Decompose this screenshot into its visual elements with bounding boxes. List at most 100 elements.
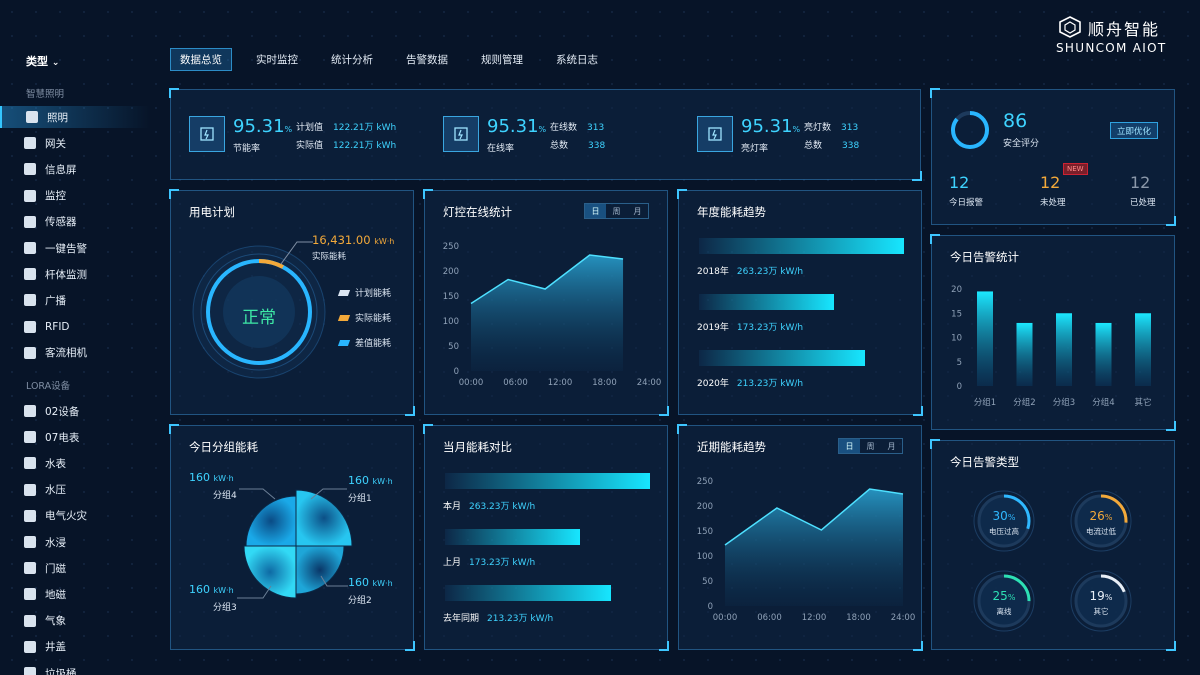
- tab[interactable]: 系统日志: [556, 54, 598, 66]
- period-week[interactable]: 周: [612, 206, 621, 216]
- kpi-value: 95.31%: [233, 116, 293, 137]
- h-bar: [445, 585, 611, 601]
- sidebar-item[interactable]: 水压: [0, 479, 150, 501]
- online-period-switch: 日 周 月: [584, 203, 649, 219]
- sidebar-item-label: 垃圾桶: [45, 667, 77, 675]
- sidebar-item-label: 监控: [45, 190, 66, 203]
- yearly-trend-title: 年度能耗趋势: [697, 205, 766, 219]
- tab[interactable]: 规则管理: [481, 54, 523, 66]
- y-tick-label: 50: [702, 577, 713, 587]
- logo-icon: [1059, 16, 1081, 38]
- period-month[interactable]: 月: [633, 206, 642, 216]
- optimize-button[interactable]: 立即优化: [1110, 122, 1158, 139]
- tab[interactable]: 统计分析: [331, 54, 373, 66]
- sidebar-item-label: RFID: [45, 320, 70, 333]
- yearly-trend-panel: 年度能耗趋势 2018年 263.23万 kW/h 2019年 173.23万 kW/…: [677, 189, 923, 416]
- bulb-bolt-icon: [697, 116, 733, 152]
- x-tick-label: 24:00: [637, 378, 662, 388]
- meter-icon: [24, 431, 36, 444]
- alarm-type-arc: [977, 574, 1031, 628]
- sidebar-item[interactable]: RFID: [0, 316, 150, 338]
- pie-label-value: 160 kW·h: [189, 583, 234, 596]
- alarm-stats-panel: 今日告警统计 0 5 10 15 20 分组1 分组2 分组3 分组4 其它: [930, 234, 1176, 431]
- camera-icon: [24, 189, 36, 202]
- sidebar-item[interactable]: 网关: [0, 132, 150, 154]
- alarm-type-ring: [1070, 570, 1132, 632]
- sidebar-item[interactable]: 照明: [0, 106, 150, 128]
- sidebar-item-label: 地磁: [45, 588, 66, 601]
- power-plan-gauge: [192, 245, 326, 379]
- area-fill: [471, 255, 624, 371]
- sidebar-item[interactable]: 地磁: [0, 583, 150, 605]
- door-icon: [24, 562, 36, 575]
- sidebar-item[interactable]: 监控: [0, 185, 150, 207]
- y-tick-label: 250: [697, 477, 713, 487]
- period-month[interactable]: 月: [887, 441, 896, 451]
- pole-icon: [24, 268, 36, 281]
- period-day[interactable]: 日: [839, 439, 860, 453]
- y-tick-label: 50: [448, 342, 459, 352]
- sidebar-item[interactable]: 传感器: [0, 211, 150, 233]
- tab[interactable]: 数据总览: [170, 48, 232, 71]
- alarm-bar: [1056, 313, 1072, 386]
- h-bar-label: 本月 263.23万 kW/h: [443, 502, 536, 512]
- x-tick-label: 分组1: [974, 397, 996, 408]
- manhole-icon: [24, 640, 36, 653]
- sidebar-item[interactable]: 客流相机: [0, 342, 150, 364]
- flood-icon: [24, 536, 36, 548]
- sidebar-item-label: 照明: [47, 111, 68, 124]
- sidebar-item[interactable]: 水浸: [0, 531, 150, 553]
- type-dropdown[interactable]: 类型 ⌄: [26, 53, 59, 69]
- speaker-icon: [24, 294, 36, 307]
- alarm-bar: [977, 291, 993, 386]
- alarm-icon: [24, 242, 36, 254]
- safety-score: 86: [1003, 110, 1028, 132]
- sidebar-item-label: 广播: [45, 294, 66, 307]
- sidebar-item[interactable]: 07电表: [0, 426, 150, 448]
- recent-trend-panel: 近期能耗趋势 日 周 月 0 50 100 150 200 250 00:00 06:00 12…: [677, 424, 923, 651]
- leader-line: [280, 241, 313, 265]
- x-tick-label: 其它: [1134, 397, 1151, 408]
- sidebar-item[interactable]: 杆体监测: [0, 263, 150, 285]
- alarm-types-title: 今日告警类型: [950, 455, 1019, 469]
- kpi-row: 计划值 122.21万 kWh: [296, 123, 397, 133]
- sidebar-item[interactable]: 广播: [0, 289, 150, 311]
- x-tick-label: 分组2: [1013, 397, 1035, 408]
- recent-trend-title: 近期能耗趋势: [697, 440, 766, 454]
- sidebar-item[interactable]: 垃圾桶: [0, 662, 150, 675]
- sidebar-item[interactable]: 门磁: [0, 557, 150, 579]
- period-week[interactable]: 周: [866, 441, 875, 451]
- online-chart-title: 灯控在线统计: [443, 205, 512, 219]
- alarm-type-label: 离线: [996, 607, 1012, 616]
- sidebar-item[interactable]: 电气火灾: [0, 505, 150, 527]
- y-tick-label: 5: [957, 358, 962, 368]
- y-tick-label: 250: [443, 242, 459, 252]
- sensor-icon: [24, 215, 36, 228]
- x-tick-label: 分组4: [1092, 397, 1114, 408]
- y-tick-label: 100: [697, 552, 713, 562]
- kpi-label: 节能率: [233, 144, 261, 154]
- sidebar-item[interactable]: 气象: [0, 610, 150, 632]
- sidebar-item[interactable]: 水表: [0, 452, 150, 474]
- alarm-types-panel: 今日告警类型 30% 电压过高 26% 电流过低 25% 离线 19% 其它: [930, 439, 1176, 651]
- sidebar-item[interactable]: 井盖: [0, 636, 150, 658]
- alarm-type-pct: 25%: [992, 589, 1016, 603]
- alarm-type-label: 电流过低: [1086, 527, 1116, 536]
- h-bar-label: 2019年 173.23万 kW/h: [697, 323, 804, 333]
- sidebar-item[interactable]: 信息屏: [0, 158, 150, 180]
- alarm-count-label: 今日报警: [949, 198, 984, 208]
- tab[interactable]: 实时监控: [256, 54, 298, 66]
- pie-label-name: 分组1: [348, 494, 372, 504]
- recent-area-chart: 0 50 100 150 200 250 00:00 06:00 12:00 18:00 24:00: [697, 477, 915, 623]
- rfid-icon: [24, 320, 36, 333]
- trash-icon: [24, 667, 36, 675]
- sidebar: 类型 ⌄ 智慧照明 照明 网关 信息屏 监控 传感器 一键告警 杆体监测 广播 RFID 客流相机…: [0, 0, 160, 675]
- alarm-type-arc: [1074, 494, 1128, 548]
- x-tick-label: 18:00: [592, 378, 617, 388]
- x-tick-label: 12:00: [548, 378, 573, 388]
- tab[interactable]: 告警数据: [406, 54, 448, 66]
- period-day[interactable]: 日: [585, 204, 606, 218]
- sidebar-item[interactable]: 一键告警: [0, 237, 150, 259]
- monthly-compare-title: 当月能耗对比: [443, 440, 512, 454]
- sidebar-item[interactable]: 02设备: [0, 400, 150, 422]
